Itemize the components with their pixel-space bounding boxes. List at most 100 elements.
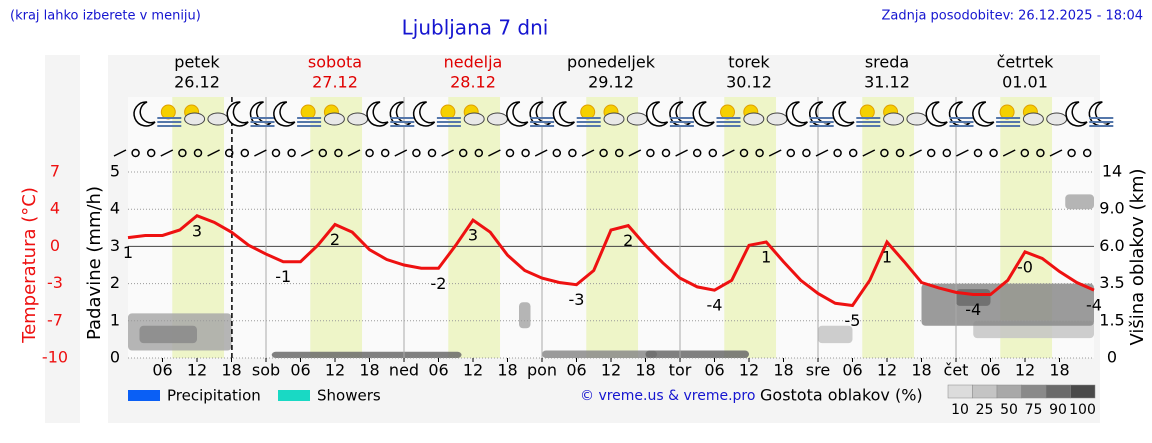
- weather-icon: [832, 101, 855, 127]
- wind-calm: [989, 148, 998, 158]
- cloud: [207, 112, 229, 126]
- sun: [580, 104, 596, 120]
- x-tick-label: 18: [221, 361, 241, 380]
- wind-barb: [254, 149, 267, 157]
- weather-icon: [948, 101, 974, 127]
- weather-icon: [297, 104, 322, 127]
- value-label: -5: [845, 311, 861, 330]
- wind-barb: [160, 149, 174, 157]
- day-date: 27.12: [312, 73, 358, 92]
- updated: Zadnja posodobitev: 26.12.2025 - 18:04: [881, 9, 1143, 24]
- density-swatch: [1021, 384, 1047, 399]
- cloud-block: [1065, 194, 1094, 210]
- wind-calm: [427, 148, 437, 158]
- x-tick-label: 12: [601, 361, 621, 380]
- wind-calm: [1020, 148, 1030, 158]
- weather-icon: [133, 101, 156, 127]
- value-label: -0: [1017, 257, 1033, 276]
- weather-icon: [883, 104, 905, 126]
- wind-barb: [956, 149, 969, 157]
- legend-label: Showers: [317, 387, 381, 405]
- weather-icon: [906, 112, 928, 126]
- moon: [529, 101, 552, 127]
- y3-label: Višina oblakov (km): [1127, 168, 1148, 345]
- wind-barb: [113, 149, 127, 157]
- wind-barb: [628, 149, 642, 157]
- day-name: torek: [728, 53, 770, 72]
- y-tick-label: 2: [110, 273, 120, 292]
- cloud: [883, 112, 905, 126]
- y3-tick-label: 9.0: [1099, 199, 1124, 218]
- wind-calm: [240, 148, 250, 158]
- moon: [506, 101, 529, 127]
- wind-calm: [692, 148, 702, 158]
- x-tick-label: 12: [325, 361, 345, 380]
- wind-calm: [599, 148, 608, 158]
- weather-icon: [692, 101, 715, 127]
- day-name: petek: [174, 53, 220, 72]
- weather-icon: [645, 101, 669, 127]
- daylight-band: [448, 97, 501, 358]
- x-tick-label: 18: [911, 361, 931, 380]
- sun: [160, 104, 176, 120]
- wind-calm: [474, 148, 484, 158]
- wind-calm: [365, 148, 374, 158]
- y2-tick-label: -3: [47, 273, 63, 292]
- weather-icon: [925, 101, 948, 127]
- density-label: 50: [1000, 402, 1018, 418]
- x-tick-label: 06: [704, 361, 724, 380]
- moon: [273, 101, 296, 127]
- daylight-band: [724, 97, 777, 358]
- weather-icon: [487, 112, 508, 126]
- value-label: -1: [275, 267, 291, 286]
- weather-icon: [669, 101, 694, 127]
- y-tick-label: 0: [110, 348, 120, 367]
- density-label: 10: [951, 402, 969, 418]
- wind-calm: [224, 148, 234, 158]
- value-label: 2: [623, 231, 633, 250]
- day-date: 26.12: [174, 73, 220, 92]
- moon: [1088, 101, 1111, 127]
- wind-calm: [942, 148, 952, 158]
- x-tick-label: 06: [290, 361, 310, 380]
- wind-calm: [1067, 148, 1076, 158]
- cloud: [184, 112, 206, 126]
- sun: [440, 104, 456, 120]
- weather-icon: [576, 104, 601, 127]
- y-tick-label: 3: [110, 236, 120, 255]
- x-tick-label: 18: [359, 361, 379, 380]
- weather-icon: [506, 101, 529, 127]
- wind-barb: [441, 149, 454, 157]
- cloud-block: [519, 302, 531, 329]
- wind-calm: [521, 148, 530, 158]
- day-date: 29.12: [588, 73, 634, 92]
- weather-icon: [603, 104, 625, 126]
- moon: [226, 101, 249, 127]
- density-swatch: [947, 384, 973, 399]
- cloud: [487, 112, 508, 126]
- wind-calm: [739, 148, 749, 158]
- x-tick-label: pon: [527, 361, 557, 380]
- weather-icon: [463, 104, 485, 126]
- weather-icon: [157, 104, 182, 127]
- weather-icon: [972, 101, 995, 127]
- day-date: 28.12: [450, 73, 496, 92]
- weather-icon: [996, 104, 1021, 127]
- y2-tick-label: 0: [50, 236, 60, 255]
- x-tick-label: 12: [739, 361, 759, 380]
- wind-calm: [568, 148, 577, 158]
- moon: [412, 101, 436, 127]
- weather-icon: [1088, 101, 1114, 127]
- wind-calm: [334, 148, 343, 158]
- weather-icon: [1065, 101, 1088, 127]
- wind-calm: [646, 148, 655, 158]
- wind-calm: [458, 148, 468, 158]
- day-name: sobota: [308, 53, 362, 72]
- value-label: 3: [192, 221, 202, 240]
- wind-calm: [973, 148, 983, 158]
- density-label: 100: [1069, 402, 1096, 418]
- weather-icon: [809, 101, 834, 127]
- value-label: -2: [431, 274, 447, 293]
- day-name: nedelja: [444, 53, 503, 72]
- x-tick-label: ned: [389, 361, 419, 380]
